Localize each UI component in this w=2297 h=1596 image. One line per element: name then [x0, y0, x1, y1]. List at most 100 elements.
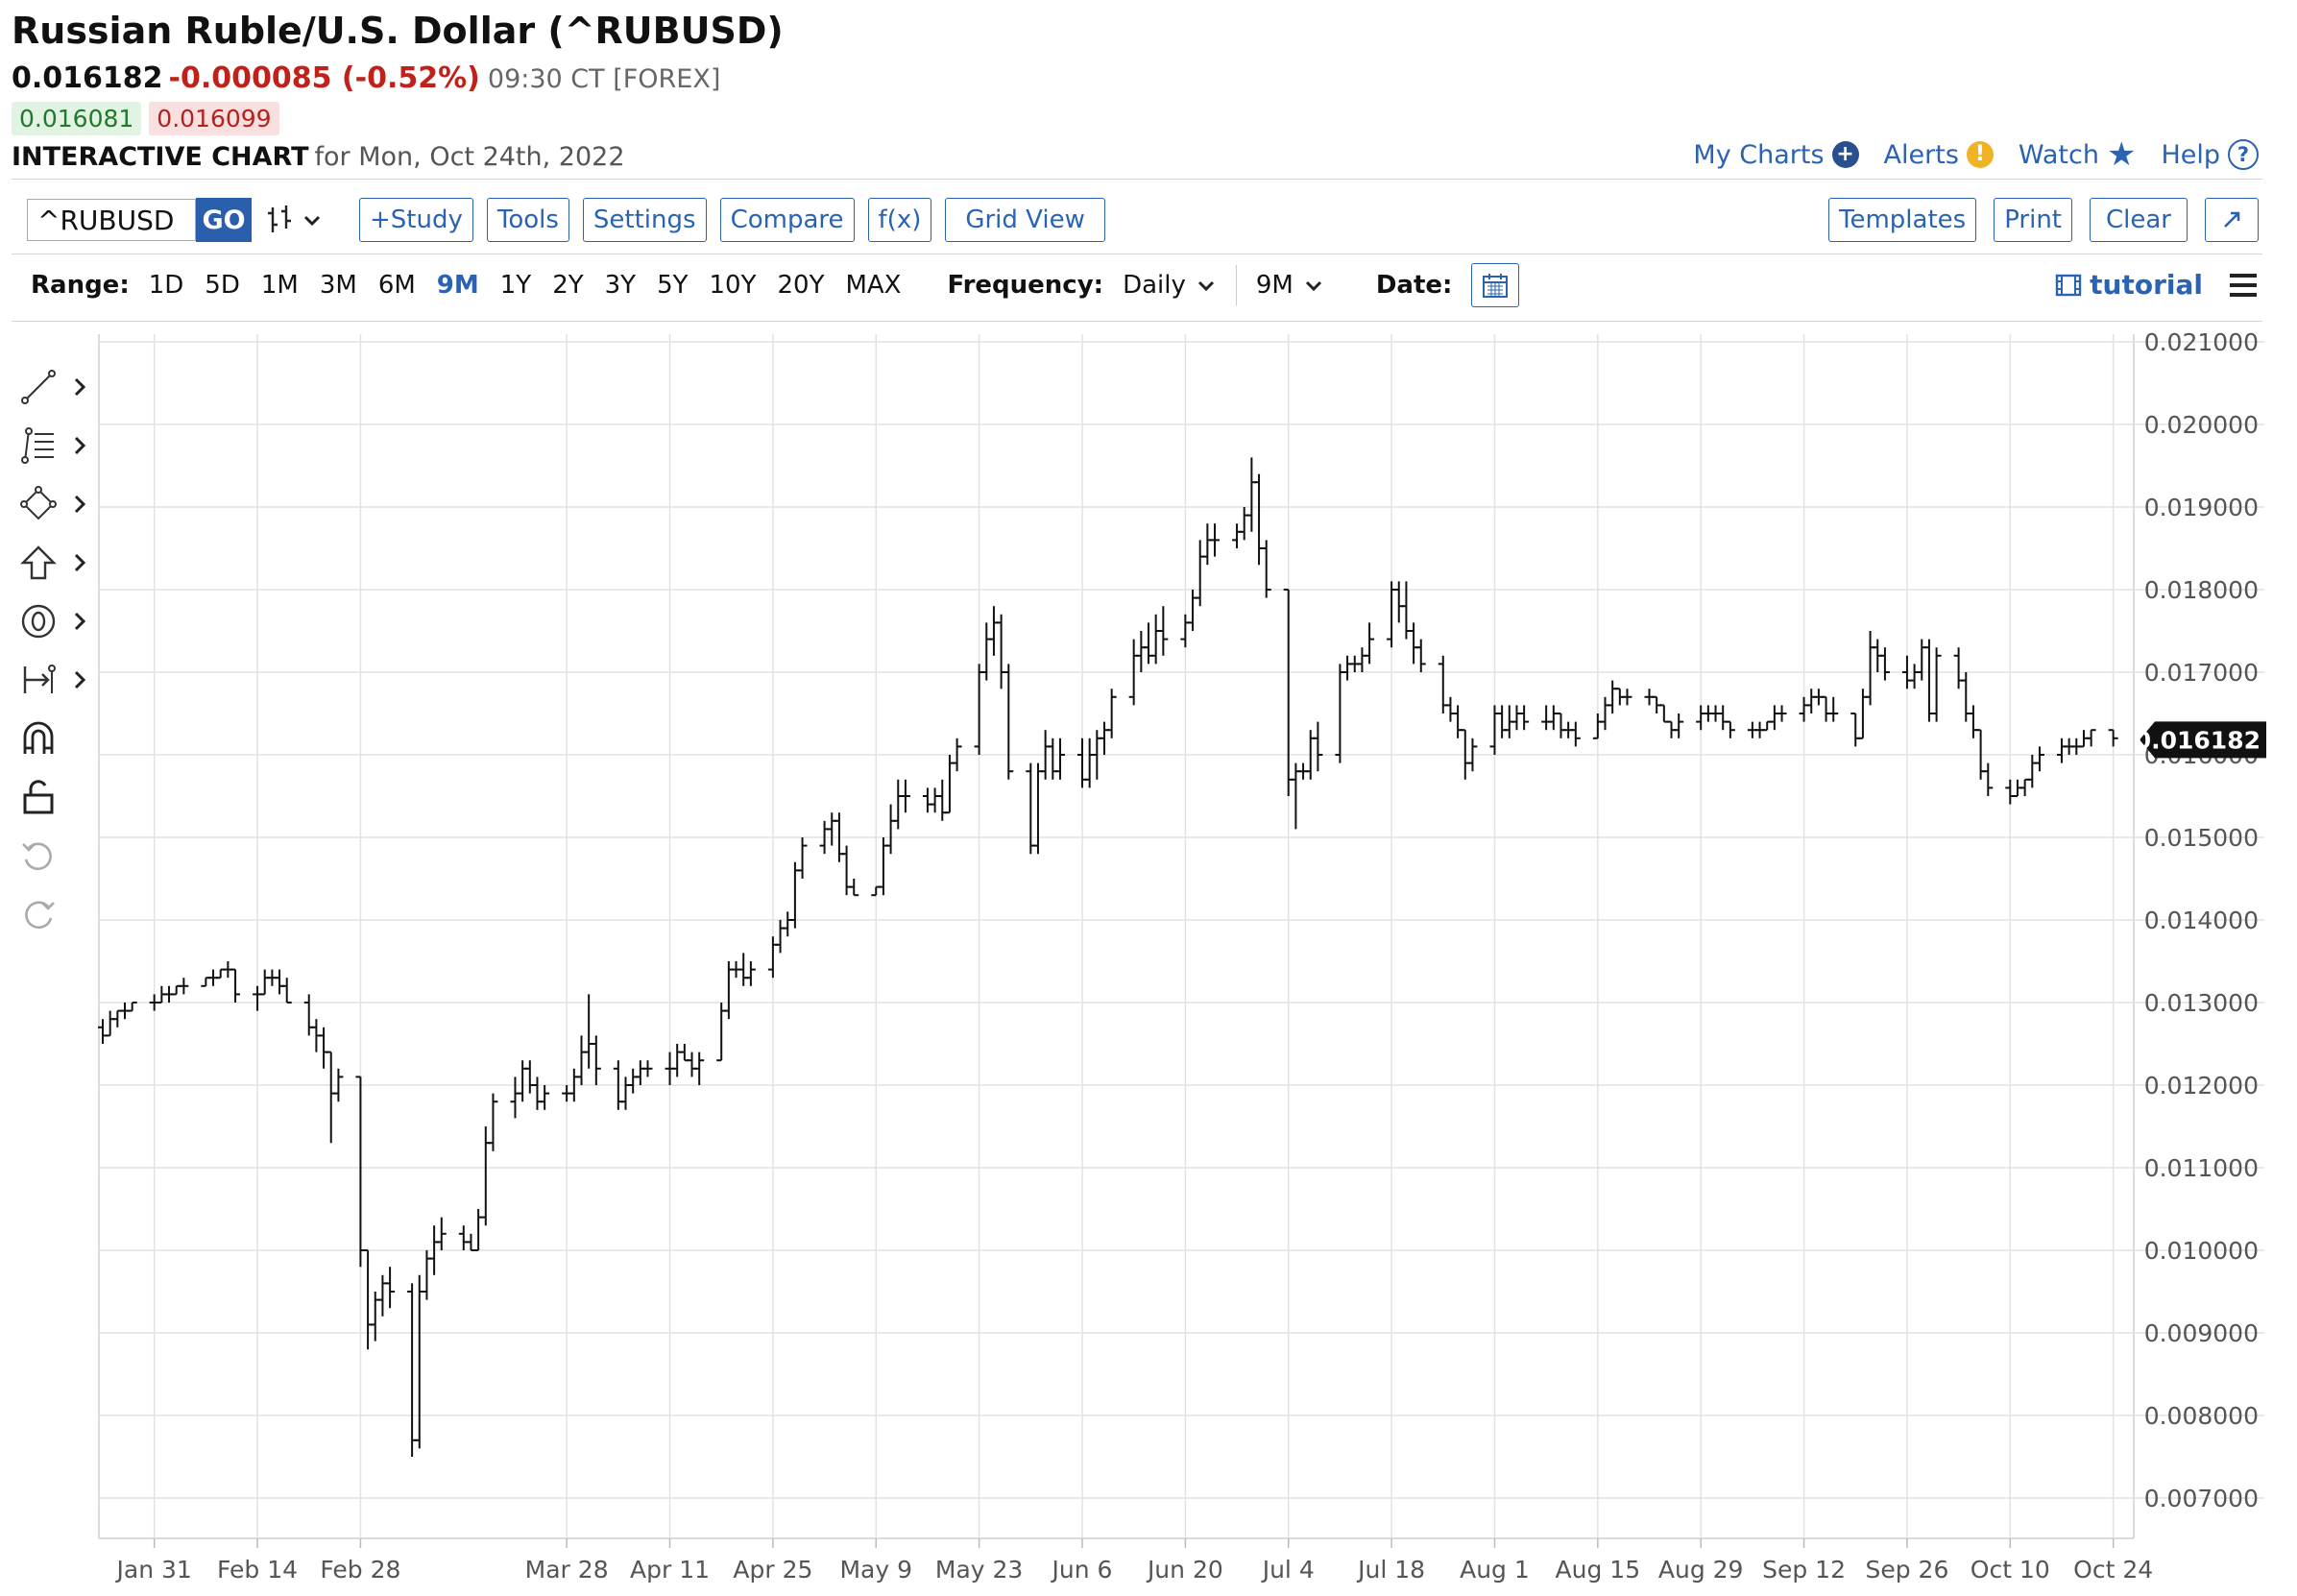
line-tool[interactable] [19, 357, 96, 416]
chevron-right-icon [74, 377, 86, 396]
ohlc-bar [1674, 713, 1684, 738]
ohlc-bar [414, 1274, 424, 1449]
ohlc-bar [524, 1060, 535, 1094]
print-button[interactable]: Print [1994, 198, 2072, 242]
templates-button[interactable]: Templates [1828, 198, 1977, 242]
redo-icon [25, 901, 55, 929]
settings-button[interactable]: Settings [582, 198, 707, 242]
toolbar-right: Templates Print Clear [1828, 196, 2259, 244]
function-button[interactable]: f(x) [867, 198, 932, 242]
ohlc-bar [355, 1076, 366, 1268]
ohlc-bar [937, 779, 948, 821]
ohlc-bar [319, 1027, 329, 1069]
frequency-select[interactable]: Daily [1123, 271, 1217, 300]
range-bar: Range: 1D 5D 1M 3M 6M 9M 1Y 2Y 3Y 5Y 10Y 20Y MAX Fre… [31, 261, 1520, 309]
lock-icon [23, 779, 54, 813]
ohlc-bar [738, 953, 749, 986]
range-option[interactable]: 10Y [709, 271, 757, 300]
ohlc-bar [1762, 720, 1773, 732]
ohlc-bar [1592, 713, 1603, 739]
watch-label: Watch [2018, 139, 2099, 170]
y-tick-label: 0.019000 [2144, 494, 2259, 521]
ohlc-bar [1387, 581, 1397, 648]
shapes-tool[interactable] [19, 474, 96, 533]
study-button[interactable]: +Study [359, 198, 473, 242]
range-option[interactable]: 6M [377, 271, 416, 300]
undo-icon [22, 842, 52, 870]
ohlc-bar [2086, 729, 2096, 747]
frequency-value: Daily [1123, 271, 1186, 300]
go-button[interactable]: GO [196, 198, 252, 242]
ohlc-bar [1600, 696, 1610, 731]
chevron-right-icon [74, 612, 86, 630]
lock-tool[interactable] [19, 767, 96, 826]
help-link[interactable]: Help ? [2161, 139, 2259, 170]
magnet-icon [23, 721, 54, 754]
ohlc-bar [1158, 606, 1169, 656]
arrow-tool[interactable] [19, 533, 96, 592]
range-option[interactable]: 20Y [777, 271, 825, 300]
text-tool[interactable] [19, 592, 96, 650]
range-option[interactable]: 1D [148, 271, 184, 300]
ohlc-bar [532, 1076, 543, 1110]
range-option[interactable]: 5Y [657, 271, 689, 300]
watch-link[interactable]: Watch ★ [2019, 138, 2137, 171]
ohlc-bar [576, 1035, 587, 1085]
tutorial-label: tutorial [2090, 269, 2203, 301]
chart-type-select[interactable] [265, 204, 323, 236]
range-option[interactable]: 1M [260, 271, 299, 300]
date-picker-button[interactable] [1471, 263, 1520, 307]
chart-grid [98, 334, 2264, 1548]
fibonacci-tool[interactable] [19, 416, 96, 474]
price-chart[interactable]: 0.021000 0.020000 0.019000 0.018000 0.017000… [0, 317, 2297, 1596]
ask-price: 0.016099 [149, 102, 279, 135]
expand-button[interactable] [2205, 198, 2259, 242]
hamburger-menu-icon[interactable] [2228, 272, 2259, 299]
ohlc-bar [179, 978, 189, 995]
ohlc-bar [1850, 713, 1861, 747]
grid-view-button[interactable]: Grid View [945, 198, 1105, 242]
ohlc-bar [480, 1126, 491, 1226]
ohlc-bar [1365, 622, 1375, 665]
x-tick-label: Mar 28 [525, 1556, 609, 1584]
clear-button[interactable]: Clear [2090, 198, 2188, 242]
y-tick-label: 0.012000 [2144, 1072, 2259, 1100]
measure-tool[interactable] [19, 650, 96, 709]
x-tick-label: Aug 1 [1460, 1556, 1530, 1584]
x-tick-label: Jun 6 [1051, 1556, 1113, 1584]
last-price-tag: 0.016182 [2135, 721, 2266, 759]
period-select[interactable]: 9M [1256, 271, 1324, 300]
ohlc-bar [281, 978, 292, 1004]
alerts-link[interactable]: Alerts ! [1884, 140, 1994, 170]
chart-date: for Mon, Oct 24th, 2022 [314, 142, 625, 172]
undo-tool[interactable] [19, 826, 96, 884]
quote-time: 09:30 CT [FOREX] [487, 64, 721, 94]
range-option[interactable]: 2Y [552, 271, 584, 300]
x-tick-label: Jun 20 [1146, 1556, 1223, 1584]
range-option[interactable]: 3Y [604, 271, 637, 300]
help-label: Help [2161, 139, 2220, 170]
ohlc-bar [1099, 721, 1109, 755]
ohlc-bar [1246, 457, 1257, 532]
my-charts-link[interactable]: My Charts + [1693, 140, 1859, 170]
chevron-right-icon [74, 436, 86, 454]
magnet-tool[interactable] [19, 709, 96, 767]
tools-button[interactable]: Tools [486, 198, 569, 242]
ohlc-bar [827, 812, 837, 846]
compare-button[interactable]: Compare [719, 198, 855, 242]
ohlc-bar [1879, 647, 1890, 681]
ohlc-bar [996, 614, 1006, 689]
range-option[interactable]: 1Y [499, 271, 532, 300]
range-option[interactable]: MAX [845, 271, 902, 300]
y-tick-label: 0.009000 [2144, 1319, 2259, 1347]
ohlc-bar [1725, 720, 1735, 738]
tutorial-link[interactable]: tutorial [2055, 269, 2203, 301]
range-option[interactable]: 3M [319, 271, 357, 300]
range-option[interactable]: 5D [205, 271, 240, 300]
arrow-up-icon [20, 544, 57, 579]
redo-tool[interactable] [19, 884, 96, 943]
chevron-down-icon [1305, 280, 1321, 292]
calendar-icon [1483, 274, 1509, 298]
symbol-input[interactable] [27, 199, 196, 241]
range-option[interactable]: 9M [436, 271, 479, 300]
